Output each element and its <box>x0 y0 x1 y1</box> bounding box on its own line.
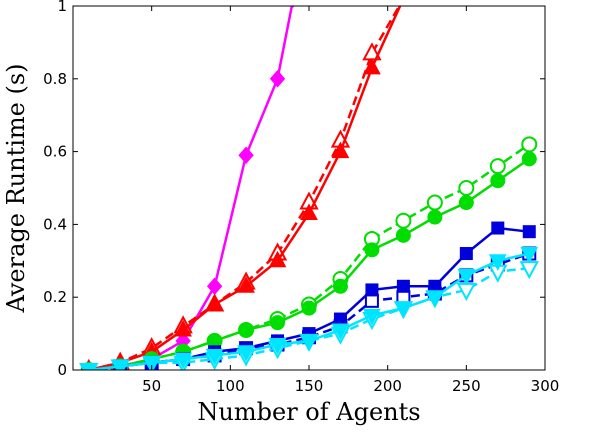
y-tick-label: 0 <box>57 361 67 379</box>
data-point-circle <box>364 242 380 258</box>
data-point-circle <box>238 322 254 338</box>
data-point-circle <box>490 173 506 189</box>
data-point-diamond <box>269 70 286 88</box>
series-line <box>88 6 294 370</box>
data-point-circle <box>426 194 443 211</box>
data-point-triangle <box>268 250 287 268</box>
data-point-square <box>364 293 379 308</box>
data-point-triangle-down <box>488 254 507 271</box>
data-point-circle <box>458 195 474 211</box>
data-point-triangle-down <box>457 268 476 286</box>
data-point-square <box>333 312 347 326</box>
y-tick-label: 1 <box>57 0 67 15</box>
data-point-triangle <box>174 319 192 337</box>
y-axis-title: Average Runtime (s) <box>2 63 30 313</box>
data-point-square <box>522 225 536 239</box>
data-point-triangle-down <box>520 247 539 264</box>
data-point-circle <box>427 209 443 225</box>
data-point-circle <box>521 136 538 153</box>
data-point-square <box>365 283 379 297</box>
data-point-diamond <box>206 277 223 296</box>
series-line <box>88 6 401 370</box>
x-axis-title: Number of Agents <box>197 398 420 426</box>
data-point-triangle-down <box>111 359 130 370</box>
data-point-triangle <box>363 57 381 75</box>
data-point-circle <box>489 158 506 175</box>
data-point-triangle-down <box>174 352 192 370</box>
x-tick-label: 50 <box>142 377 161 395</box>
x-tick-label: 150 <box>295 377 324 395</box>
y-tick-label: 0.8 <box>43 70 67 88</box>
x-tick-label: 100 <box>216 377 245 395</box>
series-line <box>88 6 402 370</box>
data-point-circle <box>458 180 475 196</box>
data-point-circle <box>332 278 348 294</box>
y-tick-label: 0.2 <box>43 288 67 306</box>
data-point-circle <box>521 151 537 167</box>
x-tick-label: 250 <box>452 377 481 395</box>
data-point-triangle <box>331 141 350 159</box>
data-point-triangle-down <box>363 308 381 326</box>
data-point-circle <box>395 212 412 229</box>
data-point-triangle <box>237 276 255 293</box>
data-point-square <box>459 247 473 261</box>
data-point-triangle-down <box>394 301 413 319</box>
series-8-triangle-down-solid <box>79 247 539 370</box>
data-point-triangle <box>395 0 411 5</box>
data-point-triangle-down <box>79 363 98 370</box>
series-4-circle-solid <box>81 151 537 370</box>
ticks-layer: 50 100 150 200 250 300 0 0.2 0.4 0.6 0.8 1 <box>43 0 559 395</box>
data-point-triangle-down <box>331 323 350 341</box>
data-point-circle <box>301 300 317 316</box>
data-point-triangle-down <box>300 334 318 351</box>
data-point-triangle-down <box>268 338 287 355</box>
data-point-diamond <box>238 146 254 164</box>
data-point-triangle <box>205 294 224 311</box>
x-tick-label: 300 <box>531 377 560 395</box>
data-point-triangle-down <box>205 348 224 366</box>
data-point-triangle <box>300 203 318 220</box>
x-tick-label: 200 <box>373 377 402 395</box>
data-point-circle <box>395 227 411 243</box>
data-point-triangle-down <box>426 290 444 308</box>
y-tick-label: 0.4 <box>43 215 67 233</box>
series-layer <box>79 0 539 370</box>
data-point-triangle-down <box>237 345 255 362</box>
data-point-circle <box>270 315 286 331</box>
data-point-square <box>491 221 505 235</box>
data-point-triangle <box>395 0 411 5</box>
data-point-square <box>396 279 410 293</box>
data-point-triangle-down <box>142 356 161 370</box>
y-tick-label: 0.6 <box>43 143 67 161</box>
